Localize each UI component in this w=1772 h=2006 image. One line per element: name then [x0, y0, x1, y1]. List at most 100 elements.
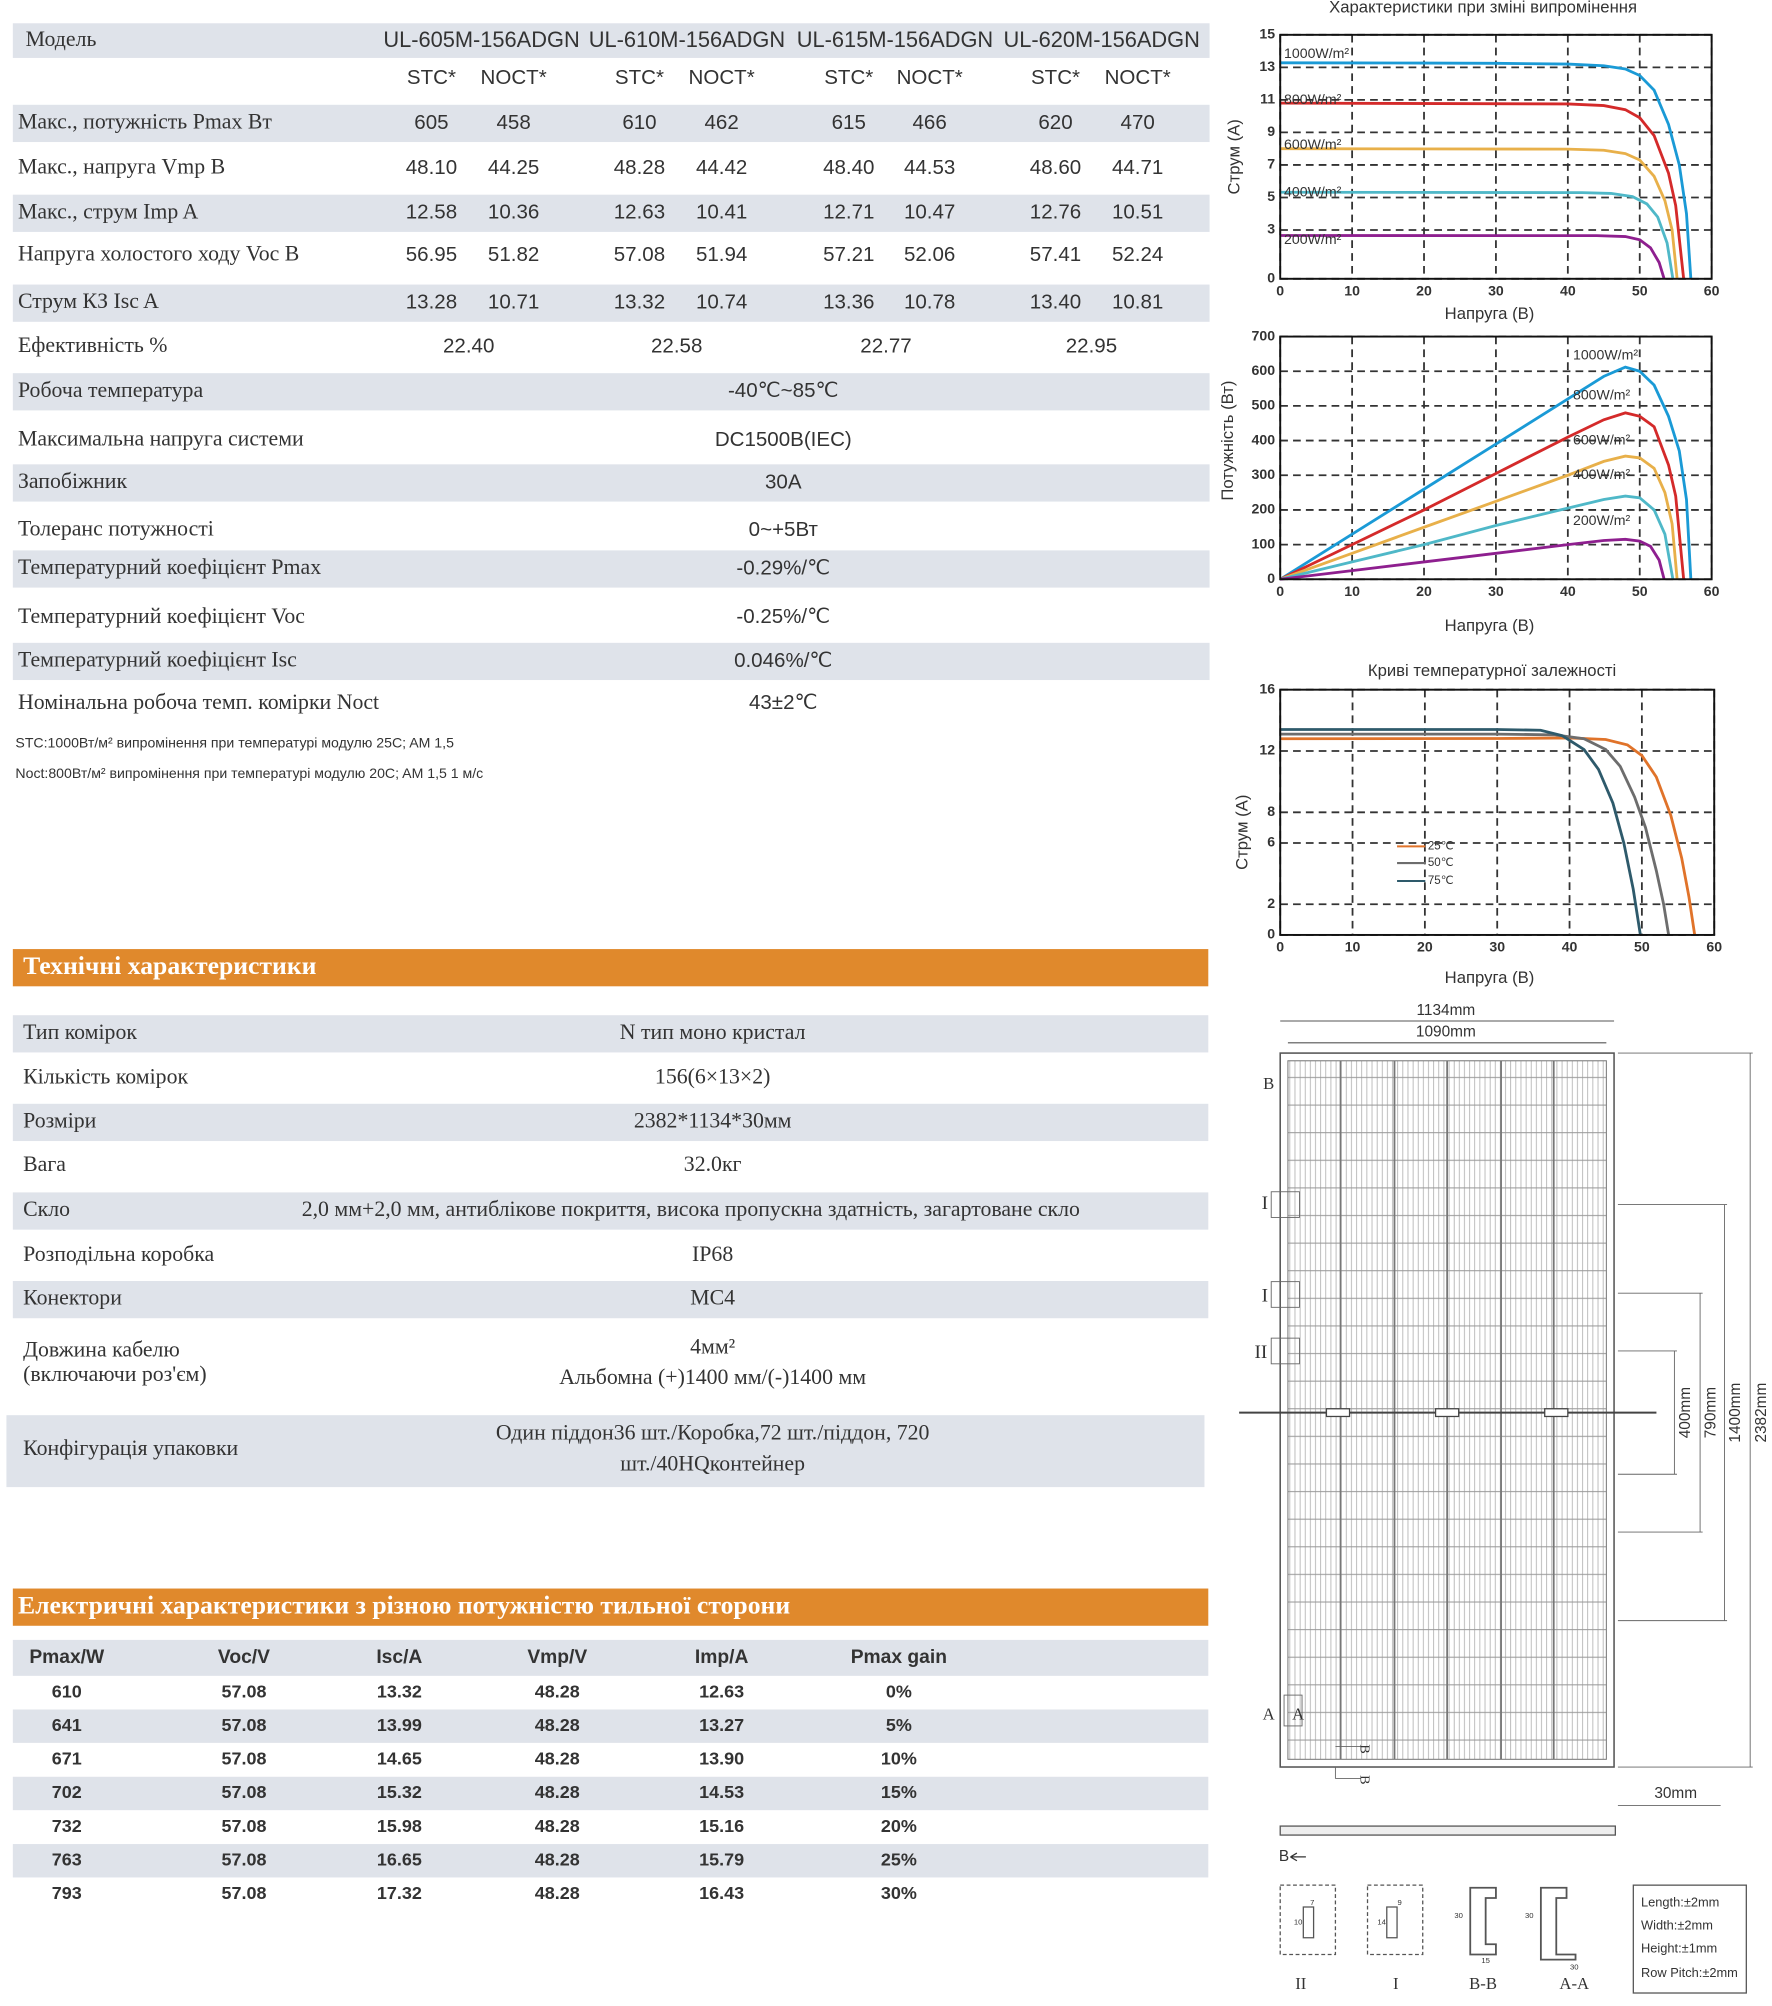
cell-value: 48.28: [535, 1782, 580, 1802]
x-tick-label: 50: [1632, 282, 1648, 298]
detail-number: 30: [1570, 1962, 1579, 1971]
row-label: (включаючи роз'єм): [23, 1362, 207, 1386]
y-tick-label: 5: [1267, 188, 1275, 204]
cell-value: 48.60: [1030, 156, 1081, 179]
y-tick-label: 3: [1267, 221, 1275, 237]
cell-value: 10%: [881, 1749, 917, 1769]
cell-value: 13.27: [699, 1715, 744, 1735]
y-tick-label: 200: [1252, 501, 1276, 517]
tolerance: Length:±2mm: [1641, 1895, 1719, 1910]
cell-value: 48.28: [535, 1715, 580, 1735]
cell-value: 10.47: [904, 201, 955, 224]
row-label: Скло: [23, 1197, 70, 1221]
x-tick-label: 0: [1276, 939, 1284, 955]
y-tick-label: 2: [1267, 895, 1275, 911]
detail-label: A-A: [1559, 1974, 1589, 1993]
cell-value: 22.40: [443, 334, 494, 357]
cell-value: 57.08: [221, 1782, 266, 1802]
cell-value: 25%: [881, 1850, 917, 1870]
cell-value: 12.71: [823, 201, 874, 224]
header-band: [12, 23, 1210, 58]
series-line: [1280, 61, 1693, 279]
panel-frame: [1279, 1052, 1615, 1768]
cell-value: 15.16: [699, 1816, 744, 1836]
series-label: 600W/m²: [1284, 136, 1342, 152]
cell-value: 17.32: [377, 1883, 422, 1903]
dimension: 1400mm: [1727, 1383, 1744, 1443]
row-label: Температурний коефіцієнт Isc: [18, 647, 297, 671]
column-subheader: NOCT*: [689, 66, 755, 89]
series-line: [1280, 736, 1697, 936]
series-label: 400W/m²: [1573, 466, 1631, 482]
cell-value: 57.08: [221, 1681, 266, 1701]
y-tick-label: 8: [1267, 803, 1275, 819]
cell-value: 15.32: [377, 1782, 422, 1802]
cell-value: 13.36: [823, 291, 874, 314]
y-tick-label: 16: [1259, 680, 1275, 696]
x-tick-label: 50: [1634, 939, 1650, 955]
x-tick-label: 60: [1706, 939, 1722, 955]
cell-value: 48.10: [406, 156, 457, 179]
x-axis-label: Напруга (В): [1445, 304, 1535, 323]
series-label: 1000W/m²: [1573, 347, 1638, 363]
plot-frame: [1279, 335, 1713, 581]
cell-value: 0.046%/℃: [734, 649, 832, 672]
column-subheader: NOCT*: [1105, 66, 1171, 89]
cell-value: 16.65: [377, 1850, 422, 1870]
row-label: Конектори: [23, 1286, 122, 1310]
cell-value: 22.58: [651, 334, 702, 357]
column-subheader: NOCT*: [481, 66, 547, 89]
section-title: Технічні характеристики: [23, 951, 317, 980]
y-tick-label: 6: [1267, 834, 1275, 850]
section-mark: B: [1356, 1744, 1372, 1753]
dimension: 1090mm: [1416, 1024, 1476, 1041]
row-label: Розподільна коробка: [23, 1242, 214, 1266]
row-label: Робоча температура: [18, 378, 203, 402]
cell-value: Один піддон36 шт./Коробка,72 шт./піддон,…: [496, 1420, 930, 1444]
row-band: [12, 104, 1210, 143]
detail-number: 30: [1525, 1911, 1534, 1920]
row-band: [12, 642, 1210, 681]
row-label: Вага: [23, 1152, 66, 1176]
cell-value: 52.06: [904, 243, 955, 266]
detail-number: 14: [1377, 1917, 1386, 1926]
section-mark: B: [1263, 1074, 1274, 1093]
cell-value: 22.95: [1066, 334, 1117, 357]
column-header: Pmax/W: [29, 1647, 105, 1668]
cell-value: 615: [832, 111, 866, 134]
row-label: Струм КЗ Isc A: [18, 289, 159, 313]
detail-label: II: [1295, 1974, 1306, 1993]
x-tick-label: 20: [1416, 282, 1432, 298]
detail-number: 30: [1454, 1911, 1463, 1920]
arrow: [1290, 1852, 1306, 1862]
plot-frame: [1279, 688, 1716, 936]
junction-box: [1434, 1408, 1460, 1418]
cell-value: 48.28: [535, 1883, 580, 1903]
cell-value: 57.41: [1030, 243, 1081, 266]
row-band: [12, 1280, 1209, 1319]
cell-value: 466: [913, 111, 947, 134]
cell-value: 13.32: [377, 1681, 422, 1701]
dimension: 400mm: [1677, 1387, 1694, 1438]
cell-value: 732: [52, 1816, 82, 1836]
series-line: [1280, 190, 1675, 280]
y-tick-label: 300: [1252, 466, 1276, 482]
row-label: Розміри: [23, 1108, 97, 1132]
cell-value: 15%: [881, 1782, 917, 1802]
legend-label: 75℃: [1428, 875, 1454, 887]
row-band: [12, 1015, 1209, 1053]
cell-value: 12.58: [406, 201, 457, 224]
cell-value: 671: [52, 1749, 82, 1769]
row-label: Максимальна напруга системи: [18, 427, 304, 451]
cell-value: 48.28: [614, 156, 665, 179]
cell-value: 57.08: [614, 243, 665, 266]
series-line: [1280, 234, 1666, 280]
section-mark: II: [1255, 1342, 1268, 1363]
cell-value: 458: [496, 111, 530, 134]
y-tick-label: 12: [1259, 742, 1275, 758]
x-tick-label: 40: [1560, 583, 1576, 599]
y-tick-label: 700: [1252, 327, 1276, 343]
section-mark: I: [1262, 1285, 1268, 1306]
section-band: [12, 949, 1209, 987]
cell-value: 0%: [886, 1681, 912, 1701]
